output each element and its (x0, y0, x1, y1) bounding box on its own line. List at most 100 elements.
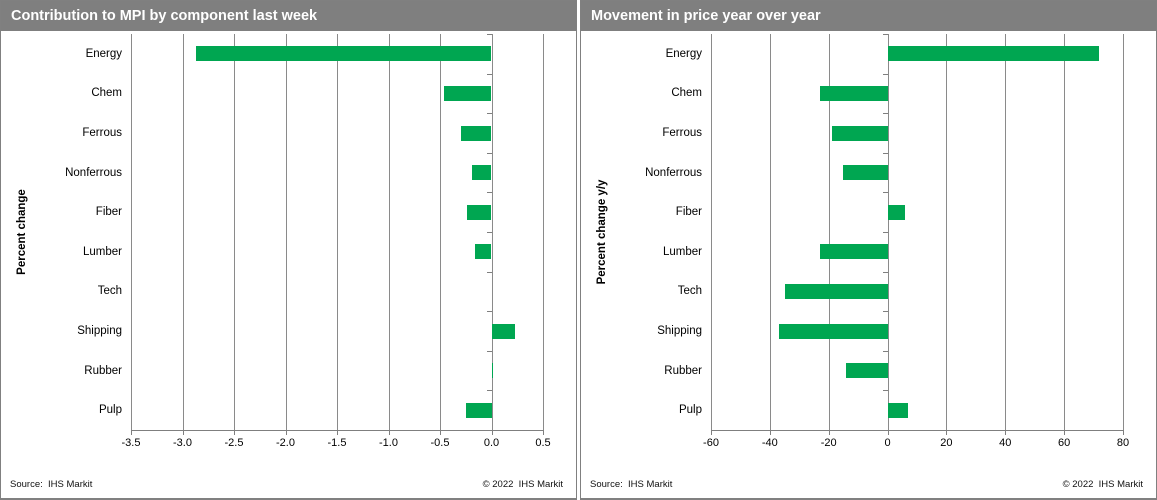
gridline (769, 34, 771, 430)
x-tick-label: -60 (703, 437, 719, 449)
plot-area: -3.5 -3.0 -2.5 -2.0 -1.5 -1.0 -0.5 0.0 0.5 Energy… (65, 34, 551, 449)
gridline (543, 34, 544, 430)
x-axis-tick (946, 430, 948, 435)
bar-shipping (491, 323, 516, 339)
bar-shipping (778, 323, 888, 339)
bar-fiber (466, 204, 492, 220)
plot-area: -60 -40 -20 0 20 40 60 80 Energy Chem Ferrous Nonfe… (645, 34, 1129, 449)
category-label-nonferrous: Nonferrous (645, 166, 702, 179)
category-axis-tick (882, 113, 888, 114)
category-label-fiber: Fiber (95, 206, 122, 219)
bar-lumber (475, 244, 492, 260)
x-axis-tick (543, 430, 544, 435)
bar-rubber (846, 363, 888, 379)
category-axis-tick (882, 74, 888, 75)
category-axis-tick (882, 153, 888, 154)
gridline (131, 34, 132, 430)
y-axis-label: Percent change (16, 189, 28, 275)
chart-title-bar: Movement in price year over year (581, 1, 1156, 31)
x-tick-label: 80 (1116, 437, 1130, 449)
category-label-lumber: Lumber (83, 245, 122, 258)
bar-nonferrous (843, 165, 888, 181)
gridline (1005, 34, 1007, 430)
bar-energy (195, 46, 492, 62)
category-label-pulp: Pulp (98, 404, 122, 417)
x-axis-tick (887, 430, 889, 435)
x-axis-tick (1064, 430, 1066, 435)
x-axis-tick (388, 430, 390, 435)
gridline (182, 34, 184, 430)
bar-energy (887, 46, 1100, 62)
category-label-chem: Chem (671, 87, 702, 100)
x-axis-tick (1005, 430, 1007, 435)
category-label-ferrous: Ferrous (662, 127, 702, 139)
source-label: Source: IHS Markit (10, 479, 93, 490)
x-axis-tick (131, 430, 132, 435)
category-label-shipping: Shipping (657, 325, 702, 337)
category-label-energy: Energy (665, 47, 702, 60)
x-axis-tick (440, 430, 441, 435)
x-axis-tick (337, 430, 338, 435)
category-axis-tick (486, 430, 492, 431)
x-axis-tick (1123, 430, 1124, 435)
source-label: Source: IHS Markit (590, 479, 673, 490)
category-label-shipping: Shipping (77, 325, 122, 337)
category-label-chem: Chem (91, 87, 122, 100)
x-axis-tick (769, 430, 771, 435)
x-tick-label: -1.0 (379, 437, 398, 449)
gridline (388, 34, 390, 430)
bar-ferrous (831, 125, 888, 141)
category-label-rubber: Rubber (84, 364, 122, 377)
category-label-fiber: Fiber (675, 206, 702, 219)
category-label-ferrous: Ferrous (82, 127, 122, 139)
x-axis-tick (711, 430, 712, 435)
bar-rubber (491, 363, 493, 379)
chart-title-bar: Contribution to MPI by component last we… (1, 1, 576, 31)
category-label-rubber: Rubber (664, 364, 702, 377)
x-axis-tick (491, 430, 493, 435)
category-label-pulp: Pulp (678, 404, 702, 417)
category-axis-tick (882, 430, 888, 431)
category-axis-tick (486, 74, 492, 75)
bar-lumber (819, 244, 888, 260)
category-axis-tick (486, 390, 492, 391)
bar-nonferrous (471, 165, 492, 181)
category-axis-tick (882, 390, 888, 391)
gridline (887, 34, 889, 430)
category-label-nonferrous: Nonferrous (65, 166, 122, 179)
chart-title: Movement in price year over year (591, 8, 821, 24)
category-axis-tick (486, 153, 492, 154)
x-tick-label: 0.0 (483, 437, 500, 449)
category-axis-tick (882, 34, 888, 35)
category-axis-tick (882, 311, 888, 312)
gridline (234, 34, 235, 430)
right-chart-panel: Movement in price year over year Percent… (580, 0, 1157, 500)
bar-chem (444, 85, 492, 101)
x-tick-label: 20 (940, 437, 953, 449)
x-tick-label: -3.5 (121, 437, 141, 449)
bar-pulp (465, 402, 492, 418)
category-axis-tick (486, 232, 492, 233)
category-axis-tick (486, 272, 492, 273)
copyright-label: © 2022 IHS Markit (482, 479, 563, 490)
x-tick-label: 0 (884, 437, 891, 449)
bar-ferrous (460, 125, 492, 141)
x-tick-label: 40 (999, 437, 1012, 449)
x-tick-label: -3.0 (173, 437, 192, 449)
category-axis-tick (882, 272, 888, 273)
x-axis-tick (285, 430, 287, 435)
x-axis-tick (182, 430, 184, 435)
category-axis-tick (882, 351, 888, 352)
chart-title: Contribution to MPI by component last we… (11, 8, 318, 24)
x-tick-label: 60 (1058, 437, 1071, 449)
category-label-energy: Energy (85, 47, 122, 60)
gridline (1064, 34, 1066, 430)
category-label-lumber: Lumber (663, 245, 702, 258)
x-tick-label: -1.5 (327, 437, 347, 449)
category-label-tech: Tech (677, 285, 702, 298)
x-tick-label: -2.5 (224, 437, 244, 449)
category-label-tech: Tech (97, 285, 122, 298)
bar-tech (784, 283, 888, 299)
x-tick-label: -2.0 (276, 437, 295, 449)
